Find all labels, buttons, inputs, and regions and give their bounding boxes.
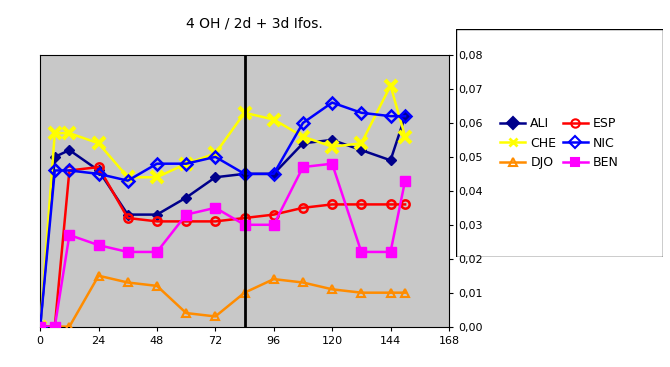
ESP <box>124 216 132 220</box>
DJO <box>387 291 395 295</box>
ALI <box>241 172 249 176</box>
Text: 4 OH / 2d + 3d Ifos.: 4 OH / 2d + 3d Ifos. <box>186 17 323 30</box>
BEN <box>270 222 278 227</box>
CHE <box>211 151 219 156</box>
NIC <box>66 168 74 173</box>
NIC <box>270 172 278 176</box>
ALI <box>153 212 161 217</box>
CHE <box>270 117 278 122</box>
BEN <box>124 250 132 254</box>
NIC <box>182 161 190 166</box>
ESP <box>182 219 190 224</box>
BEN <box>51 324 59 329</box>
Line: CHE: CHE <box>34 79 411 333</box>
CHE <box>328 145 336 149</box>
ESP <box>153 219 161 224</box>
ALI <box>357 148 365 152</box>
CHE <box>51 131 59 135</box>
DJO <box>153 284 161 288</box>
NIC <box>124 178 132 183</box>
ESP <box>211 219 219 224</box>
ALI <box>36 324 44 329</box>
BEN <box>387 250 395 254</box>
Legend: ALI, CHE, DJO, ESP, NIC, BEN: ALI, CHE, DJO, ESP, NIC, BEN <box>496 114 622 172</box>
CHE <box>94 141 103 146</box>
BEN <box>299 165 307 169</box>
DJO <box>328 287 336 291</box>
BEN <box>94 243 103 247</box>
DJO <box>270 277 278 281</box>
NIC <box>94 172 103 176</box>
ESP <box>387 202 395 207</box>
CHE <box>387 83 395 88</box>
DJO <box>211 314 219 319</box>
ALI <box>211 175 219 179</box>
NIC <box>401 114 409 118</box>
ESP <box>357 202 365 207</box>
DJO <box>36 324 44 329</box>
BEN <box>182 212 190 217</box>
CHE <box>66 131 74 135</box>
CHE <box>241 110 249 115</box>
BEN <box>66 233 74 237</box>
Line: BEN: BEN <box>36 159 410 331</box>
DJO <box>94 273 103 278</box>
BEN <box>401 178 409 183</box>
ALI <box>182 195 190 200</box>
NIC <box>387 114 395 118</box>
ALI <box>387 158 395 163</box>
BEN <box>153 250 161 254</box>
DJO <box>124 280 132 285</box>
ESP <box>299 206 307 210</box>
DJO <box>357 291 365 295</box>
CHE <box>182 161 190 166</box>
NIC <box>357 110 365 115</box>
ALI <box>328 138 336 142</box>
BEN <box>211 206 219 210</box>
Line: ESP: ESP <box>36 163 409 331</box>
ESP <box>94 165 103 169</box>
ALI <box>66 148 74 152</box>
ESP <box>328 202 336 207</box>
NIC <box>299 121 307 125</box>
NIC <box>328 101 336 105</box>
BEN <box>357 250 365 254</box>
NIC <box>36 324 44 329</box>
DJO <box>241 291 249 295</box>
BEN <box>328 161 336 166</box>
ALI <box>401 114 409 118</box>
DJO <box>51 324 59 329</box>
Line: DJO: DJO <box>36 272 409 331</box>
Line: ALI: ALI <box>37 113 409 330</box>
ESP <box>401 202 409 207</box>
NIC <box>241 172 249 176</box>
ALI <box>270 172 278 176</box>
CHE <box>36 324 44 329</box>
CHE <box>357 141 365 146</box>
NIC <box>51 168 59 173</box>
DJO <box>182 311 190 315</box>
CHE <box>153 175 161 179</box>
ESP <box>241 216 249 220</box>
ESP <box>66 168 74 173</box>
DJO <box>66 324 74 329</box>
CHE <box>299 134 307 139</box>
ALI <box>124 212 132 217</box>
ALI <box>94 168 103 173</box>
BEN <box>36 324 44 329</box>
CHE <box>401 134 409 139</box>
ESP <box>51 324 59 329</box>
ESP <box>36 324 44 329</box>
ALI <box>51 155 59 159</box>
Line: NIC: NIC <box>36 98 409 331</box>
ESP <box>270 212 278 217</box>
BEN <box>241 222 249 227</box>
NIC <box>153 161 161 166</box>
ALI <box>299 141 307 146</box>
CHE <box>124 175 132 179</box>
NIC <box>211 155 219 159</box>
DJO <box>299 280 307 285</box>
DJO <box>401 291 409 295</box>
